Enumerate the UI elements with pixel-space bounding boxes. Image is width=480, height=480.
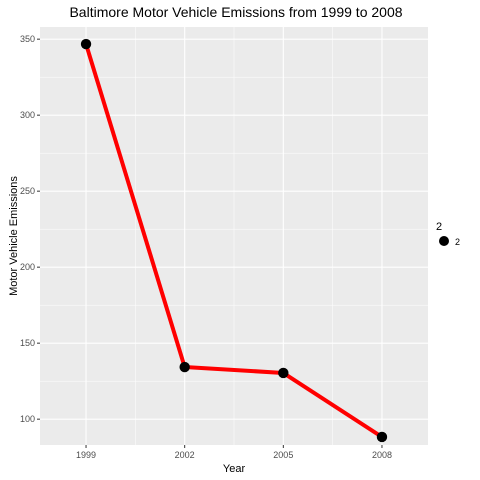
y-tick-label: 200: [20, 262, 35, 272]
legend: 2 2: [436, 221, 460, 247]
series-line-segment: [282, 371, 384, 439]
data-point: [179, 361, 190, 373]
series-points: [80, 38, 388, 443]
legend-label: 2: [455, 237, 460, 247]
legend-key-point: [439, 236, 449, 246]
x-tick-label: 1999: [76, 450, 96, 460]
y-axis-ticks: 100 150 200 250 300 350: [20, 34, 40, 424]
chart-title: Baltimore Motor Vehicle Emissions from 1…: [69, 4, 402, 20]
y-tick-label: 250: [20, 186, 35, 196]
data-point: [80, 38, 92, 50]
x-axis-label: Year: [223, 463, 246, 475]
x-tick-label: 2008: [372, 450, 392, 460]
x-axis-ticks: 1999 2002 2005 2008: [76, 445, 392, 460]
series-line-segment: [184, 365, 284, 375]
x-tick-label: 2002: [175, 450, 195, 460]
y-axis-label: Motor Vehicle Emissions: [8, 176, 20, 296]
legend-title: 2: [436, 221, 442, 233]
y-tick-label: 300: [20, 110, 35, 120]
y-tick-label: 350: [20, 34, 35, 44]
y-tick-label: 150: [20, 338, 35, 348]
series-lines: [84, 43, 384, 439]
data-point: [376, 431, 388, 443]
x-tick-label: 2005: [273, 450, 293, 460]
grid-minor: [40, 27, 428, 445]
data-point: [278, 367, 289, 379]
grid-major: [40, 27, 428, 445]
y-tick-label: 100: [20, 414, 35, 424]
series-line-segment: [84, 43, 187, 368]
